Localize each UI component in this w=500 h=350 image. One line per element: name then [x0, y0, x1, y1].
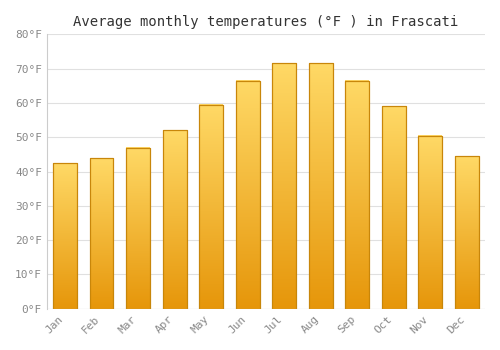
Bar	[309, 63, 332, 309]
Bar	[272, 63, 296, 309]
Bar	[163, 131, 186, 309]
Bar	[126, 148, 150, 309]
Bar	[346, 80, 369, 309]
Bar	[90, 158, 114, 309]
Bar	[163, 131, 186, 309]
Bar	[346, 80, 369, 309]
Bar	[90, 158, 114, 309]
Bar	[455, 156, 478, 309]
Bar	[236, 80, 260, 309]
Bar	[418, 135, 442, 309]
Bar	[272, 63, 296, 309]
Bar	[382, 106, 406, 309]
Bar	[382, 106, 406, 309]
Bar	[418, 135, 442, 309]
Bar	[200, 105, 223, 309]
Bar	[455, 156, 478, 309]
Bar	[236, 80, 260, 309]
Bar	[54, 163, 77, 309]
Bar	[309, 63, 332, 309]
Bar	[126, 148, 150, 309]
Bar	[200, 105, 223, 309]
Title: Average monthly temperatures (°F ) in Frascati: Average monthly temperatures (°F ) in Fr…	[74, 15, 458, 29]
Bar	[54, 163, 77, 309]
